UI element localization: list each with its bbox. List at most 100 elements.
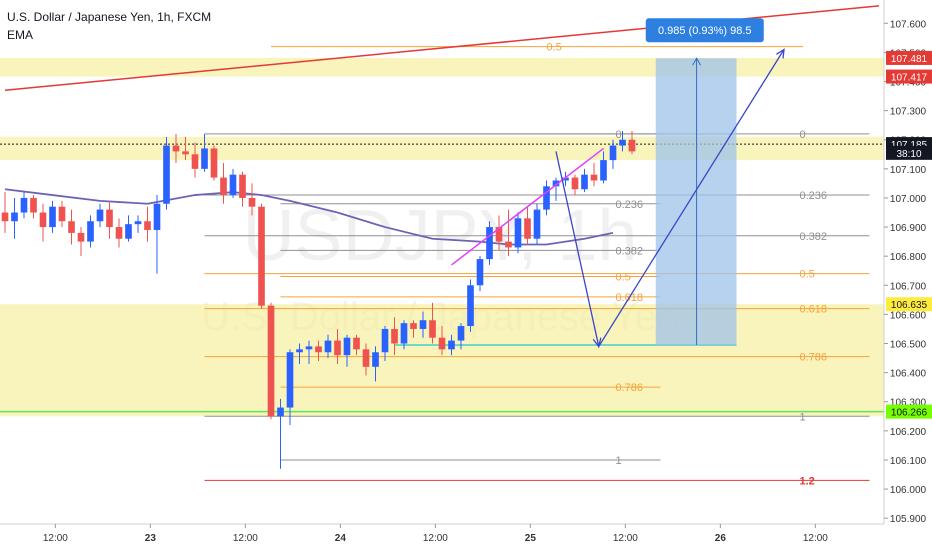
candle-body-34 — [324, 340, 332, 353]
candle-body-17 — [163, 145, 170, 204]
price-label-2: 107.185 — [891, 140, 928, 151]
fib-right-label-0: 0 — [800, 129, 806, 141]
price-tick-0: 107.600 — [890, 19, 927, 30]
candle-body-40 — [381, 328, 389, 353]
price-label-bg-1 — [886, 69, 932, 84]
time-tick-4: 12:00 — [423, 533, 448, 544]
candle-body-16 — [153, 203, 161, 230]
time-axis[interactable]: 12:00 23 12:00 24 12:00 25 12:00 26 12:00 — [0, 523, 932, 550]
price-label-bg-4 — [886, 297, 932, 312]
price-label-1: 107.417 — [891, 73, 928, 84]
price-tick-11: 106.500 — [890, 340, 927, 351]
candle-body-4 — [39, 212, 47, 228]
candle-body-54 — [514, 218, 522, 248]
time-tick-1: 23 — [145, 533, 157, 544]
candle-body-13 — [125, 224, 132, 239]
measure-label-box — [645, 18, 764, 43]
candle-body-56 — [533, 209, 541, 239]
zone-1 — [0, 136, 884, 161]
candle-body-65 — [619, 139, 626, 146]
projection-drawings[interactable]: 0.985 (0.93%) 98.5 — [451, 18, 785, 349]
candle-body-12 — [115, 227, 123, 239]
candle-body-20 — [191, 154, 199, 169]
time-tick-5: 25 — [525, 533, 537, 544]
candle-body-66 — [628, 139, 636, 152]
candle-body-46 — [438, 337, 446, 350]
price-tick-8: 106.800 — [890, 252, 927, 263]
indicator-label[interactable]: EMA — [7, 28, 34, 42]
candle-body-36 — [343, 337, 351, 356]
candle-body-30 — [286, 352, 294, 408]
candle-body-31 — [296, 349, 303, 353]
projection-arrow-down — [592, 337, 602, 348]
zone-0 — [0, 57, 884, 77]
price-axis[interactable]: 107.600107.500107.400107.300107.200107.1… — [883, 0, 932, 550]
price-tick-5: 107.100 — [890, 165, 927, 176]
price-tick-10: 106.600 — [890, 310, 927, 321]
candle-body-18 — [172, 145, 180, 152]
fib-right-label-3: 0.5 — [800, 269, 815, 281]
candle-body-47 — [448, 340, 455, 350]
candle-body-53 — [505, 241, 512, 248]
candle-body-37 — [353, 337, 360, 350]
measure-label: 0.985 (0.93%) 98.5 — [658, 25, 752, 37]
candle-body-44 — [419, 320, 427, 329]
fib-right-label-5: 0.786 — [800, 352, 828, 364]
candle-body-59 — [562, 177, 569, 181]
candle-body-15 — [144, 221, 151, 230]
candle-body-52 — [495, 227, 503, 242]
price-label-4: 106.635 — [891, 300, 928, 311]
price-label-bg-0 — [886, 50, 932, 65]
fib-right-label-4: 0.618 — [800, 304, 828, 316]
fib-left-label-5: 0.786 — [616, 382, 644, 394]
candle-body-5 — [49, 206, 56, 228]
candle-body-6 — [58, 206, 66, 222]
fib-left-label-2: 0.382 — [616, 245, 644, 257]
price-label-5: 106.266 — [891, 408, 928, 419]
price-tick-17: 105.900 — [890, 514, 927, 525]
candle-body-55 — [524, 218, 531, 239]
price-tick-12: 106.400 — [890, 369, 927, 380]
candle-body-26 — [248, 197, 256, 207]
price-tick-13: 106.300 — [890, 398, 927, 409]
price-axis-bg — [884, 0, 932, 550]
candle-body-60 — [571, 177, 579, 190]
candle-body-48 — [457, 326, 465, 341]
candle-body-35 — [334, 340, 341, 356]
candle-body-1 — [11, 212, 18, 222]
candle-body-32 — [305, 346, 313, 350]
candle-body-25 — [239, 174, 246, 198]
fibonacci-levels[interactable]: 0 0.236 0.382 0.5 0.618 0.786 1 1.2 0 0.236 0.382 0… — [204, 42, 870, 488]
candle-body-51 — [486, 227, 493, 260]
candle-body-49 — [467, 285, 474, 327]
symbol-title: U.S. Dollar / Japanese Yen, 1h, FXCM — [7, 10, 212, 24]
candle-body-42 — [400, 323, 408, 344]
price-tick-14: 106.200 — [890, 427, 927, 438]
target-arrow-head — [692, 57, 702, 66]
price-tick-16: 106.000 — [890, 485, 927, 496]
candle-body-57 — [543, 186, 550, 210]
price-label-3: 38:10 — [896, 149, 921, 160]
price-label-bg-5 — [886, 404, 932, 419]
price-tick-9: 106.700 — [890, 281, 927, 292]
price-label-bg-3 — [886, 145, 932, 160]
candle-body-63 — [600, 160, 607, 181]
candle-body-19 — [182, 151, 189, 155]
fib-left-label-3: 0.5 — [616, 272, 631, 284]
candle-body-23 — [220, 177, 227, 196]
candle-body-28 — [267, 305, 275, 417]
candles — [1, 131, 636, 469]
fib-left-label-0: 0 — [616, 129, 622, 141]
candle-body-41 — [391, 328, 398, 344]
time-tick-3: 24 — [335, 533, 347, 544]
price-tick-7: 106.900 — [890, 223, 927, 234]
price-tick-3: 107.300 — [890, 107, 927, 118]
price-tick-15: 106.100 — [890, 456, 927, 467]
candle-body-29 — [277, 407, 284, 417]
candle-body-61 — [581, 174, 588, 190]
candle-body-39 — [372, 352, 379, 367]
time-tick-7: 26 — [715, 533, 727, 544]
candle-body-62 — [590, 174, 598, 181]
